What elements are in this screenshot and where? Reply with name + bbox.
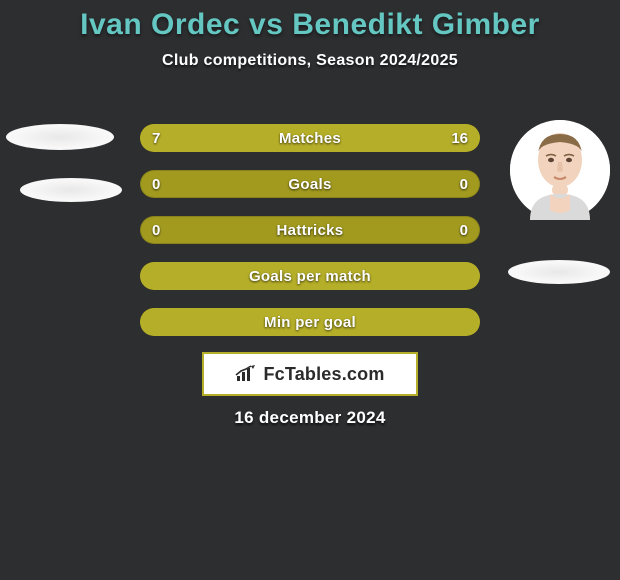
page-title: Ivan Ordec vs Benedikt Gimber	[0, 0, 620, 42]
bar-value-left: 0	[152, 216, 160, 244]
bar-value-left: 0	[152, 170, 160, 198]
logo-text: FcTables.com	[263, 364, 384, 385]
stat-bar: Hattricks0 0	[140, 216, 480, 244]
date: 16 december 2024	[0, 408, 620, 428]
bar-value-right: 16	[451, 124, 468, 152]
avatar-left-placeholder-2	[20, 178, 122, 202]
logo-box: FcTables.com	[202, 352, 418, 396]
bar-label: Goals per match	[140, 262, 480, 290]
subtitle: Club competitions, Season 2024/2025	[0, 52, 620, 70]
stat-bar: Matches7 16	[140, 124, 480, 152]
stat-bar: Goals per match	[140, 262, 480, 290]
bar-label: Goals	[140, 170, 480, 198]
player-photo-icon	[510, 120, 610, 220]
chart-icon	[235, 365, 257, 383]
bar-value-right: 0	[460, 170, 468, 198]
bar-label: Hattricks	[140, 216, 480, 244]
stats-bars: Matches716Goals00Hattricks00Goals per ma…	[140, 124, 480, 354]
bar-label: Min per goal	[140, 308, 480, 336]
avatar-right	[510, 120, 610, 220]
stat-bar: Min per goal	[140, 308, 480, 336]
avatar-left-placeholder-1	[6, 124, 114, 150]
bar-value-right: 0	[460, 216, 468, 244]
bar-value-left: 7	[152, 124, 160, 152]
stat-bar: Goals0 0	[140, 170, 480, 198]
bar-label: Matches	[140, 124, 480, 152]
avatar-right-shadow	[508, 260, 610, 284]
